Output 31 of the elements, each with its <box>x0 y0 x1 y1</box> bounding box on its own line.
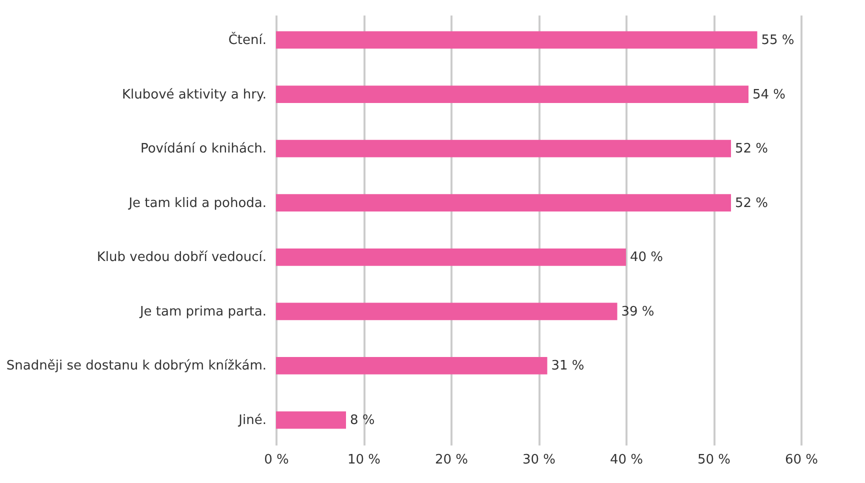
data-label: 54 % <box>752 87 786 102</box>
x-tick-label: 40 % <box>610 452 644 468</box>
y-tick-label: Čtení. <box>228 30 266 48</box>
x-tick-label: 0 % <box>264 452 289 468</box>
data-label: 55 % <box>761 32 794 48</box>
y-tick-label: Je tam klid a pohoda. <box>128 196 266 211</box>
data-label: 52 % <box>735 196 768 211</box>
bar <box>276 357 548 374</box>
y-tick-label: Jiné. <box>238 413 266 428</box>
bar <box>276 411 346 429</box>
data-label: 39 % <box>621 304 654 320</box>
bar <box>276 248 626 266</box>
data-label: 31 % <box>551 358 584 374</box>
x-tick-label: 30 % <box>522 452 556 468</box>
x-tick-label: 20 % <box>434 452 468 468</box>
y-tick-label: Klub vedou dobří vedoucí. <box>96 250 266 266</box>
y-tick-label: Je tam prima parta. <box>138 304 266 320</box>
y-tick-label: Klubové aktivity a hry. <box>122 87 266 102</box>
y-tick-label: Povídání o knihách. <box>140 142 266 157</box>
data-label: 52 % <box>735 142 768 157</box>
bar <box>276 302 618 320</box>
data-label: 40 % <box>630 250 664 266</box>
bar <box>276 140 731 158</box>
x-tick-label: 60 % <box>784 452 818 468</box>
x-tick-label: 50 % <box>697 452 731 468</box>
x-tick-label: 10 % <box>347 452 381 468</box>
bar <box>276 31 758 49</box>
bar <box>276 86 748 103</box>
y-tick-label: Snadněji se dostanu k dobrým knížkám. <box>6 358 266 374</box>
bar <box>276 194 731 212</box>
data-label: 8 % <box>350 413 375 428</box>
